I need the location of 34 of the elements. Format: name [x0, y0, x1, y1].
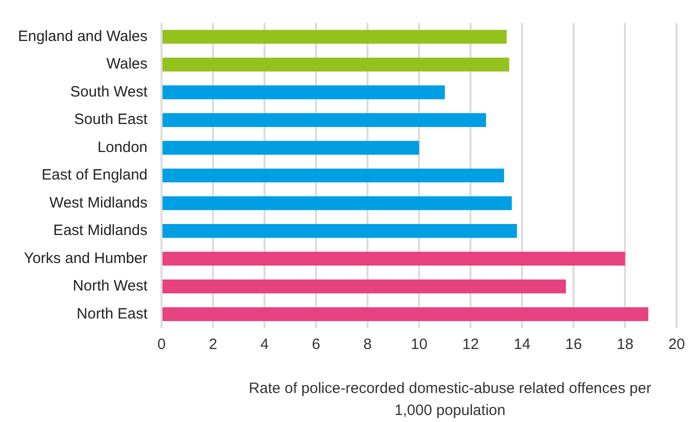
y-tick-label: Wales — [106, 56, 148, 73]
y-tick-label: East of England — [42, 166, 148, 184]
x-tick-label: 20 — [668, 336, 685, 354]
x-tick-label: 2 — [208, 336, 218, 354]
x-tick-label: 18 — [616, 336, 634, 354]
x-tick-label: 6 — [312, 336, 320, 354]
x-tick-label: 0 — [157, 336, 166, 354]
y-tick-label: North East — [76, 305, 148, 322]
x-tick-label: 12 — [462, 336, 479, 354]
y-tick-label: West Midlands — [49, 194, 148, 212]
y-tick-label: South West — [70, 83, 148, 100]
x-axis-title: Rate of police-recorded domestic-abuse related offences per 1,000 population — [248, 379, 652, 421]
y-tick-label: Yorks and Humber — [24, 250, 148, 267]
x-tick-label: 4 — [260, 336, 269, 354]
bar — [162, 168, 504, 182]
bar — [162, 140, 420, 155]
bar — [162, 113, 486, 127]
y-tick-label: England and Wales — [18, 28, 148, 46]
bar — [162, 30, 507, 44]
bar — [162, 307, 648, 322]
bar — [162, 279, 566, 294]
bar — [162, 252, 626, 266]
y-tick-label: North West — [72, 278, 148, 295]
bar — [162, 224, 517, 238]
x-tick-label: 16 — [565, 336, 582, 354]
x-tick-label: 10 — [410, 336, 428, 354]
bar — [162, 85, 445, 100]
x-tick-label: 8 — [363, 336, 372, 354]
bar — [162, 58, 510, 72]
bar — [162, 196, 512, 210]
x-tick-label: 14 — [514, 336, 530, 354]
y-tick-label: South East — [74, 111, 148, 128]
y-tick-label: East Midlands — [53, 222, 148, 240]
y-tick-label: London — [97, 138, 148, 156]
